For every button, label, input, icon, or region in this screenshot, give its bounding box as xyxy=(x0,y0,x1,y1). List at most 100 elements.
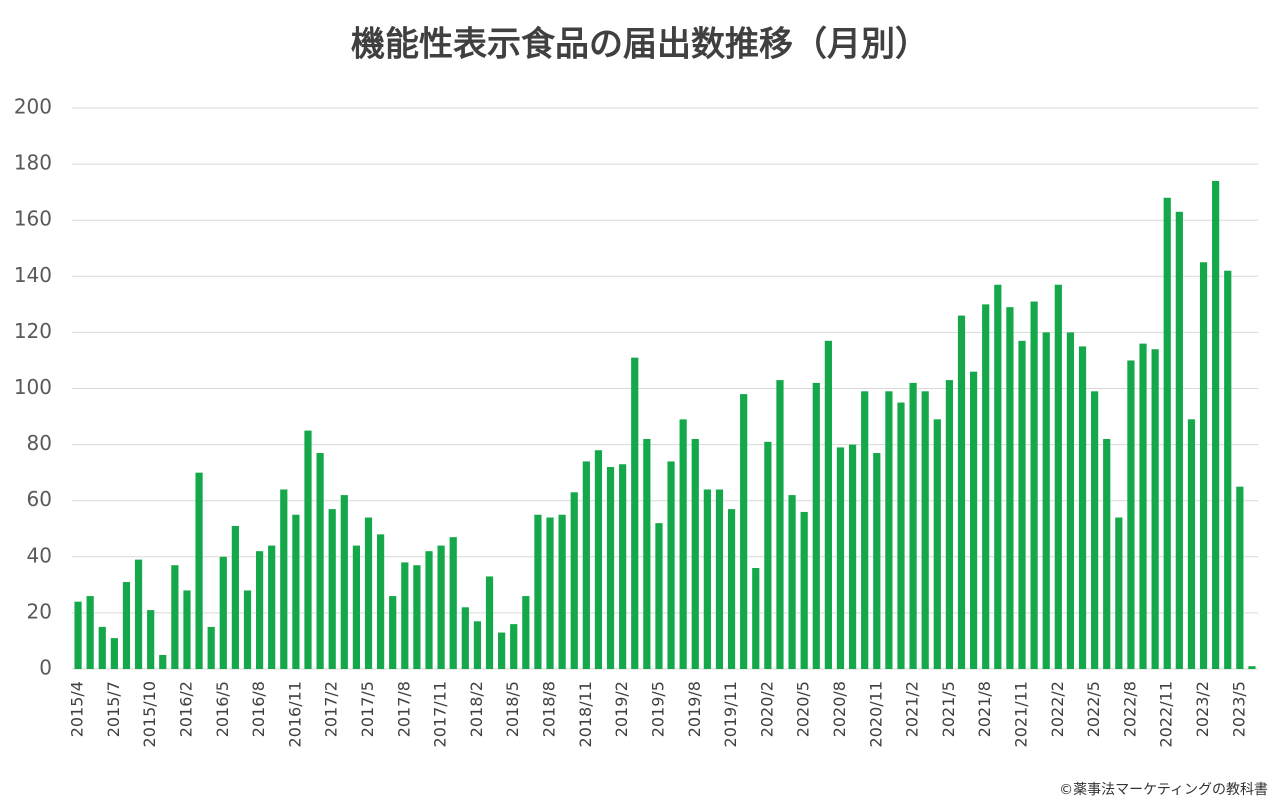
bar xyxy=(546,517,554,669)
x-tick-label: 2018/2 xyxy=(467,681,486,737)
x-tick-label: 2015/7 xyxy=(104,681,123,737)
x-tick-label: 2017/2 xyxy=(322,681,341,737)
bar xyxy=(449,537,457,669)
bar xyxy=(885,391,893,669)
bar xyxy=(401,562,409,669)
x-tick-label: 2021/5 xyxy=(939,681,958,737)
bar xyxy=(752,568,760,669)
bar xyxy=(667,461,675,669)
bar xyxy=(921,391,929,669)
bar xyxy=(703,489,711,669)
bar xyxy=(776,380,784,669)
x-tick-label: 2020/2 xyxy=(757,681,776,737)
y-tick-label: 140 xyxy=(14,263,52,287)
x-tick-label: 2020/5 xyxy=(794,681,813,737)
footnote: ©薬事法マーケティングの教科書 xyxy=(1059,782,1268,798)
x-tick-label: 2018/5 xyxy=(503,681,522,737)
x-tick-label: 2019/8 xyxy=(685,681,704,737)
bar xyxy=(1224,270,1232,669)
x-tick-label: 2022/8 xyxy=(1120,681,1139,737)
bar xyxy=(316,453,324,669)
bar xyxy=(534,514,542,669)
y-tick-label: 60 xyxy=(27,487,52,511)
bar xyxy=(1139,343,1147,669)
x-tick-label: 2023/2 xyxy=(1193,681,1212,737)
y-tick-label: 180 xyxy=(14,151,52,175)
bar xyxy=(740,394,748,669)
x-tick-label: 2016/8 xyxy=(249,681,268,737)
bar xyxy=(1236,486,1244,669)
x-tick-label: 2018/8 xyxy=(540,681,559,737)
bar xyxy=(195,472,203,669)
x-tick-label: 2019/5 xyxy=(648,681,667,737)
bar xyxy=(982,304,990,669)
bar xyxy=(970,371,978,669)
bar xyxy=(800,511,808,669)
bar xyxy=(824,340,832,669)
bar xyxy=(643,438,651,669)
bar xyxy=(582,461,590,669)
bar xyxy=(1151,349,1159,669)
bar xyxy=(134,559,143,669)
bar xyxy=(1091,391,1099,669)
x-tick-label: 2020/8 xyxy=(830,681,849,737)
x-tick-label: 2021/2 xyxy=(903,681,922,737)
bar xyxy=(183,590,191,669)
bar xyxy=(994,284,1002,669)
bar xyxy=(510,624,518,669)
bar xyxy=(570,492,578,669)
bar xyxy=(679,419,687,669)
bar xyxy=(352,545,360,669)
bar xyxy=(461,607,469,669)
bar xyxy=(933,419,941,669)
bar xyxy=(1078,346,1087,669)
bar xyxy=(171,565,179,669)
bar xyxy=(691,438,699,669)
bar xyxy=(74,601,82,669)
bar xyxy=(788,495,796,669)
bar xyxy=(292,514,300,669)
x-tick-label: 2023/5 xyxy=(1229,681,1248,737)
bar xyxy=(413,565,421,669)
bar xyxy=(1175,211,1183,669)
bar xyxy=(1248,666,1256,669)
bar xyxy=(207,626,215,669)
x-tick-label: 2017/11 xyxy=(431,681,450,747)
y-tick-label: 100 xyxy=(14,375,52,399)
x-tick-label: 2017/8 xyxy=(394,681,413,737)
x-tick-label: 2018/11 xyxy=(576,681,595,747)
bar xyxy=(243,590,252,669)
bar xyxy=(122,582,131,669)
bar xyxy=(1030,301,1038,669)
bar xyxy=(957,315,966,669)
bar xyxy=(328,509,336,669)
bar xyxy=(377,534,385,669)
bar xyxy=(594,450,603,669)
bar xyxy=(1103,438,1111,669)
bar xyxy=(909,382,917,669)
bar xyxy=(98,626,106,669)
x-tick-label: 2019/11 xyxy=(721,681,740,747)
bar xyxy=(522,596,530,669)
bar xyxy=(897,402,905,669)
bar xyxy=(304,430,312,669)
bar xyxy=(255,551,264,669)
bar xyxy=(945,380,953,669)
y-tick-label: 0 xyxy=(39,656,52,680)
y-tick-label: 120 xyxy=(14,319,52,343)
bar xyxy=(485,576,494,669)
bar xyxy=(631,357,639,669)
bar xyxy=(364,517,373,669)
bar xyxy=(1212,180,1220,669)
bar xyxy=(836,447,845,669)
bar xyxy=(473,621,482,669)
bar xyxy=(1006,307,1014,669)
bar xyxy=(147,610,155,669)
bar xyxy=(558,514,566,669)
y-tick-label: 40 xyxy=(27,543,52,567)
bar xyxy=(498,632,506,669)
bar xyxy=(812,382,820,669)
x-tick-label: 2015/10 xyxy=(140,681,159,747)
bar xyxy=(219,556,227,669)
